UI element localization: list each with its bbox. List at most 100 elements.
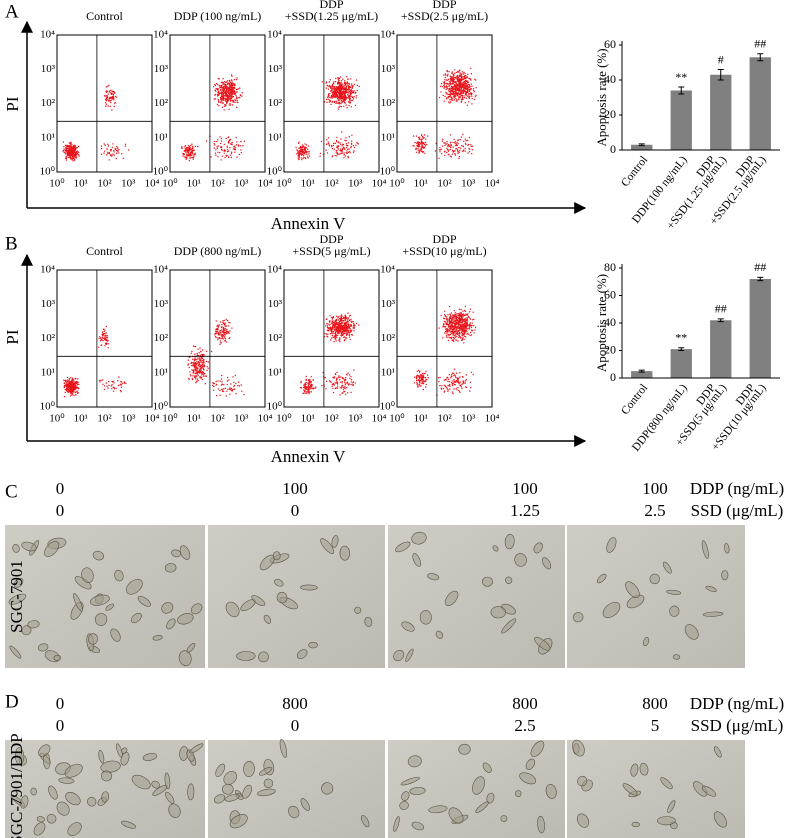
dot [199, 361, 201, 363]
dot [195, 378, 197, 380]
bar [710, 74, 732, 150]
dot [66, 150, 69, 152]
dot [223, 319, 225, 322]
dot [232, 95, 235, 98]
dot [296, 150, 299, 152]
dot [185, 157, 187, 160]
dot [335, 88, 337, 90]
dot [349, 331, 351, 333]
dot [470, 73, 473, 75]
dot [196, 369, 199, 371]
micrograph [208, 525, 385, 668]
dot [438, 96, 441, 99]
dot [222, 78, 224, 80]
dot [231, 99, 234, 102]
dot [189, 153, 191, 156]
dot [336, 322, 338, 324]
dot [114, 101, 116, 104]
dot [221, 100, 223, 102]
dot [75, 386, 78, 389]
dot [422, 135, 424, 138]
dot [113, 388, 116, 390]
dot [68, 387, 71, 389]
dot [72, 148, 74, 150]
dot [107, 98, 109, 100]
dot [356, 89, 358, 92]
dot [63, 146, 65, 148]
dot [295, 146, 297, 149]
dot [74, 385, 76, 387]
dot [473, 318, 475, 320]
dot [465, 87, 467, 90]
dot [196, 358, 198, 361]
dot [451, 89, 454, 91]
dot [205, 360, 208, 363]
dot [197, 361, 200, 364]
dot [344, 92, 346, 95]
dot [224, 327, 226, 330]
dot [448, 71, 450, 73]
dot [347, 78, 349, 80]
plot-title: +SSD(5 μg/mL) [292, 244, 370, 258]
dot [71, 143, 73, 145]
dot [461, 96, 464, 99]
dot [213, 385, 215, 388]
dot [220, 378, 223, 380]
dot [327, 88, 330, 90]
dot [457, 329, 459, 331]
dot [197, 374, 199, 376]
dot [220, 98, 222, 100]
dot [465, 79, 467, 82]
dot [203, 365, 206, 368]
dot [63, 151, 65, 154]
plot-title: DDP [319, 0, 343, 11]
dot [350, 324, 353, 327]
dot [65, 155, 67, 158]
dot [113, 150, 115, 152]
dot [125, 382, 127, 385]
dot [106, 334, 108, 337]
dot [460, 386, 462, 388]
dot [459, 73, 461, 75]
dot [325, 87, 328, 89]
dot [457, 386, 459, 389]
dot [334, 96, 337, 98]
dot [451, 99, 454, 102]
dot [338, 329, 341, 331]
dot [70, 141, 72, 144]
dot [325, 81, 328, 83]
dot [338, 332, 341, 334]
dot [336, 318, 338, 320]
dot [114, 92, 116, 95]
dot [445, 98, 448, 100]
dot [212, 382, 214, 384]
dot [202, 375, 205, 377]
dot [346, 319, 349, 321]
dot [474, 326, 477, 329]
x-tick-label: Control [619, 154, 650, 189]
dot [222, 99, 225, 101]
dot [196, 362, 198, 364]
dot [455, 323, 458, 325]
dot [458, 85, 460, 88]
dot [424, 144, 427, 146]
dot [229, 100, 232, 102]
dot [332, 316, 334, 318]
dot [123, 382, 125, 385]
dot [344, 102, 346, 104]
dot [471, 322, 473, 324]
dot [202, 362, 204, 364]
dot [73, 156, 75, 158]
dot [307, 154, 309, 156]
dot [335, 93, 338, 96]
dot [123, 381, 126, 383]
dot [333, 92, 336, 94]
dot [110, 96, 113, 99]
dot [420, 138, 423, 140]
dose-label: 0 [56, 479, 65, 498]
dot [454, 76, 456, 79]
dot [447, 330, 449, 333]
dot [217, 99, 220, 101]
dot [198, 357, 201, 359]
dot [344, 83, 347, 85]
